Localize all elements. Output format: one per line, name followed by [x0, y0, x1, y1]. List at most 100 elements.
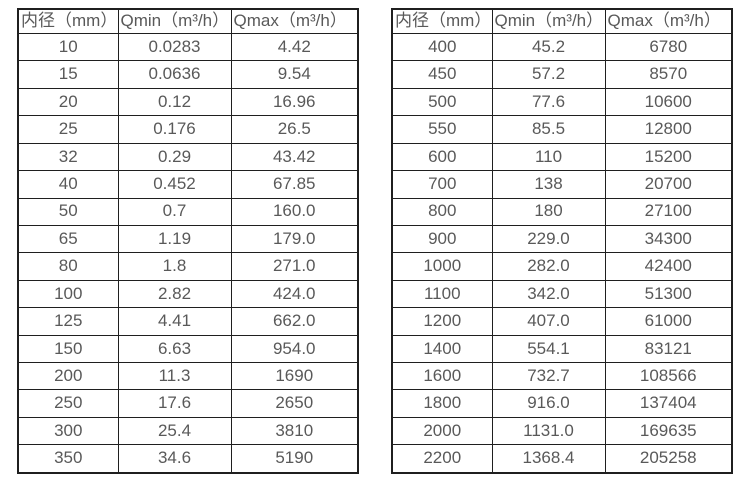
table-cell: 2000	[391, 416, 493, 446]
table-row: 1600 732.7 108566	[391, 362, 733, 391]
table-cell: 137404	[604, 389, 733, 418]
table-cell: 554.1	[491, 334, 606, 364]
table-cell: 15200	[604, 142, 733, 172]
table-cell: 0.452	[117, 170, 232, 199]
table-cell: 80	[17, 252, 119, 281]
table-cell: 43.42	[230, 142, 359, 172]
table-cell: 282.0	[491, 252, 606, 281]
flow-table-small-diameters: 内径（mm） Qmin（m³/h） Qmax（m³/h） 10 0.0283 4.4…	[17, 8, 359, 474]
table-cell: 1800	[391, 389, 493, 418]
table-cell: 600	[391, 142, 493, 172]
table-row: 15 0.0636 9.54	[17, 60, 359, 89]
table-cell: 169635	[604, 416, 733, 446]
table-cell: 10600	[604, 87, 733, 117]
table-cell: 26.5	[230, 115, 359, 144]
table-cell: 10	[17, 32, 119, 62]
table-row: 80 1.8 271.0	[17, 252, 359, 281]
table-cell: 45.2	[491, 32, 606, 62]
table-cell: 85.5	[491, 115, 606, 144]
table-cell: 400	[391, 32, 493, 62]
table-cell: 1.8	[117, 252, 232, 281]
table-row: 25 0.176 26.5	[17, 115, 359, 144]
table-cell: 138	[491, 170, 606, 199]
header-cell-diameter: 内径（mm）	[17, 8, 119, 34]
table-cell: 12800	[604, 115, 733, 144]
table-cell: 0.176	[117, 115, 232, 144]
table-cell: 1600	[391, 362, 493, 391]
table-cell: 954.0	[230, 334, 359, 364]
table-cell: 700	[391, 170, 493, 199]
table-row: 250 17.6 2650	[17, 389, 359, 418]
table-cell: 1131.0	[491, 416, 606, 446]
header-row: 内径（mm） Qmin（m³/h） Qmax（m³/h）	[391, 8, 733, 34]
table-cell: 300	[17, 416, 119, 446]
table-row: 600 110 15200	[391, 142, 733, 172]
table-cell: 4.41	[117, 307, 232, 336]
table-cell: 1100	[391, 279, 493, 309]
table-row: 32 0.29 43.42	[17, 142, 359, 172]
table-cell: 1400	[391, 334, 493, 364]
table-row: 1000 282.0 42400	[391, 252, 733, 281]
table-cell: 83121	[604, 334, 733, 364]
table-cell: 51300	[604, 279, 733, 309]
table-cell: 25.4	[117, 416, 232, 446]
table-cell: 0.0283	[117, 32, 232, 62]
table-row: 1200 407.0 61000	[391, 307, 733, 336]
table-cell: 407.0	[491, 307, 606, 336]
table-cell: 61000	[604, 307, 733, 336]
table-row: 65 1.19 179.0	[17, 224, 359, 254]
table-cell: 1200	[391, 307, 493, 336]
table-body: 10 0.0283 4.42 15 0.0636 9.54 20 0.12 16.96 25 0.1…	[17, 32, 359, 474]
table-cell: 2650	[230, 389, 359, 418]
table-cell: 108566	[604, 362, 733, 391]
table-cell: 550	[391, 115, 493, 144]
table-cell: 57.2	[491, 60, 606, 89]
table-cell: 15	[17, 60, 119, 89]
table-cell: 662.0	[230, 307, 359, 336]
table-cell: 65	[17, 224, 119, 254]
table-cell: 229.0	[491, 224, 606, 254]
table-cell: 271.0	[230, 252, 359, 281]
table-cell: 17.6	[117, 389, 232, 418]
table-row: 550 85.5 12800	[391, 115, 733, 144]
table-cell: 67.85	[230, 170, 359, 199]
header-cell-qmax: Qmax（m³/h）	[230, 8, 359, 34]
table-header: 内径（mm） Qmin（m³/h） Qmax（m³/h）	[17, 8, 359, 34]
table-cell: 2.82	[117, 279, 232, 309]
header-cell-qmax: Qmax（m³/h）	[604, 8, 733, 34]
table-row: 50 0.7 160.0	[17, 197, 359, 226]
table-row: 10 0.0283 4.42	[17, 32, 359, 62]
table-cell: 6.63	[117, 334, 232, 364]
table-row: 200 11.3 1690	[17, 362, 359, 391]
table-cell: 2200	[391, 444, 493, 474]
table-row: 900 229.0 34300	[391, 224, 733, 254]
table-header: 内径（mm） Qmin（m³/h） Qmax（m³/h）	[391, 8, 733, 34]
table-cell: 1000	[391, 252, 493, 281]
table-body: 400 45.2 6780 450 57.2 8570 500 77.6 10600 550 85.…	[391, 32, 733, 474]
table-row: 350 34.6 5190	[17, 444, 359, 474]
table-row: 450 57.2 8570	[391, 60, 733, 89]
table-cell: 424.0	[230, 279, 359, 309]
table-cell: 179.0	[230, 224, 359, 254]
table-row: 1800 916.0 137404	[391, 389, 733, 418]
table-row: 700 138 20700	[391, 170, 733, 199]
table-cell: 3810	[230, 416, 359, 446]
table-cell: 0.29	[117, 142, 232, 172]
table-cell: 42400	[604, 252, 733, 281]
table-cell: 9.54	[230, 60, 359, 89]
header-cell-qmin: Qmin（m³/h）	[491, 8, 606, 34]
table-cell: 125	[17, 307, 119, 336]
table-cell: 34.6	[117, 444, 232, 474]
table-cell: 350	[17, 444, 119, 474]
table-cell: 40	[17, 170, 119, 199]
table-cell: 5190	[230, 444, 359, 474]
table-row: 1100 342.0 51300	[391, 279, 733, 309]
table-cell: 200	[17, 362, 119, 391]
table-cell: 20	[17, 87, 119, 117]
table-cell: 11.3	[117, 362, 232, 391]
table-cell: 4.42	[230, 32, 359, 62]
table-cell: 0.12	[117, 87, 232, 117]
table-cell: 16.96	[230, 87, 359, 117]
table-row: 800 180 27100	[391, 197, 733, 226]
